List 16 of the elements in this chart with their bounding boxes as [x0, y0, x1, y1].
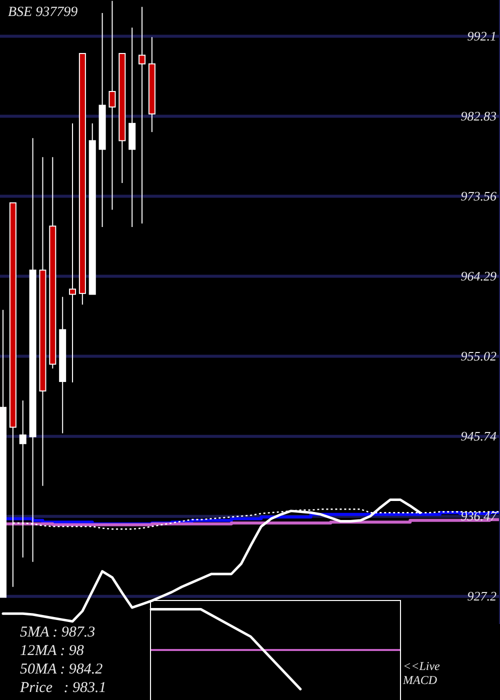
y-tick-label: 955.02	[460, 348, 497, 364]
y-tick-label: 945.74	[460, 428, 497, 444]
y-tick-label: 973.56	[460, 188, 497, 204]
text: 50MA : 984.2	[20, 661, 104, 678]
candlestick	[138, 6, 146, 224]
y-tick-label: 927.2	[467, 588, 497, 604]
candlestick	[108, 0, 116, 210]
candlestick	[69, 122, 76, 383]
text: 12MA : 98	[20, 642, 84, 659]
text: Price : 983.1	[19, 680, 106, 696]
text: 5MA : 987.3	[20, 624, 96, 640]
text: <<Live MACD	[402, 658, 441, 687]
y-tick-label: 992.1	[467, 28, 496, 44]
y-tick-label: 982.83	[460, 108, 497, 124]
y-tick-label: 964.29	[460, 268, 497, 284]
chart-title: BSE 937799	[8, 5, 78, 20]
